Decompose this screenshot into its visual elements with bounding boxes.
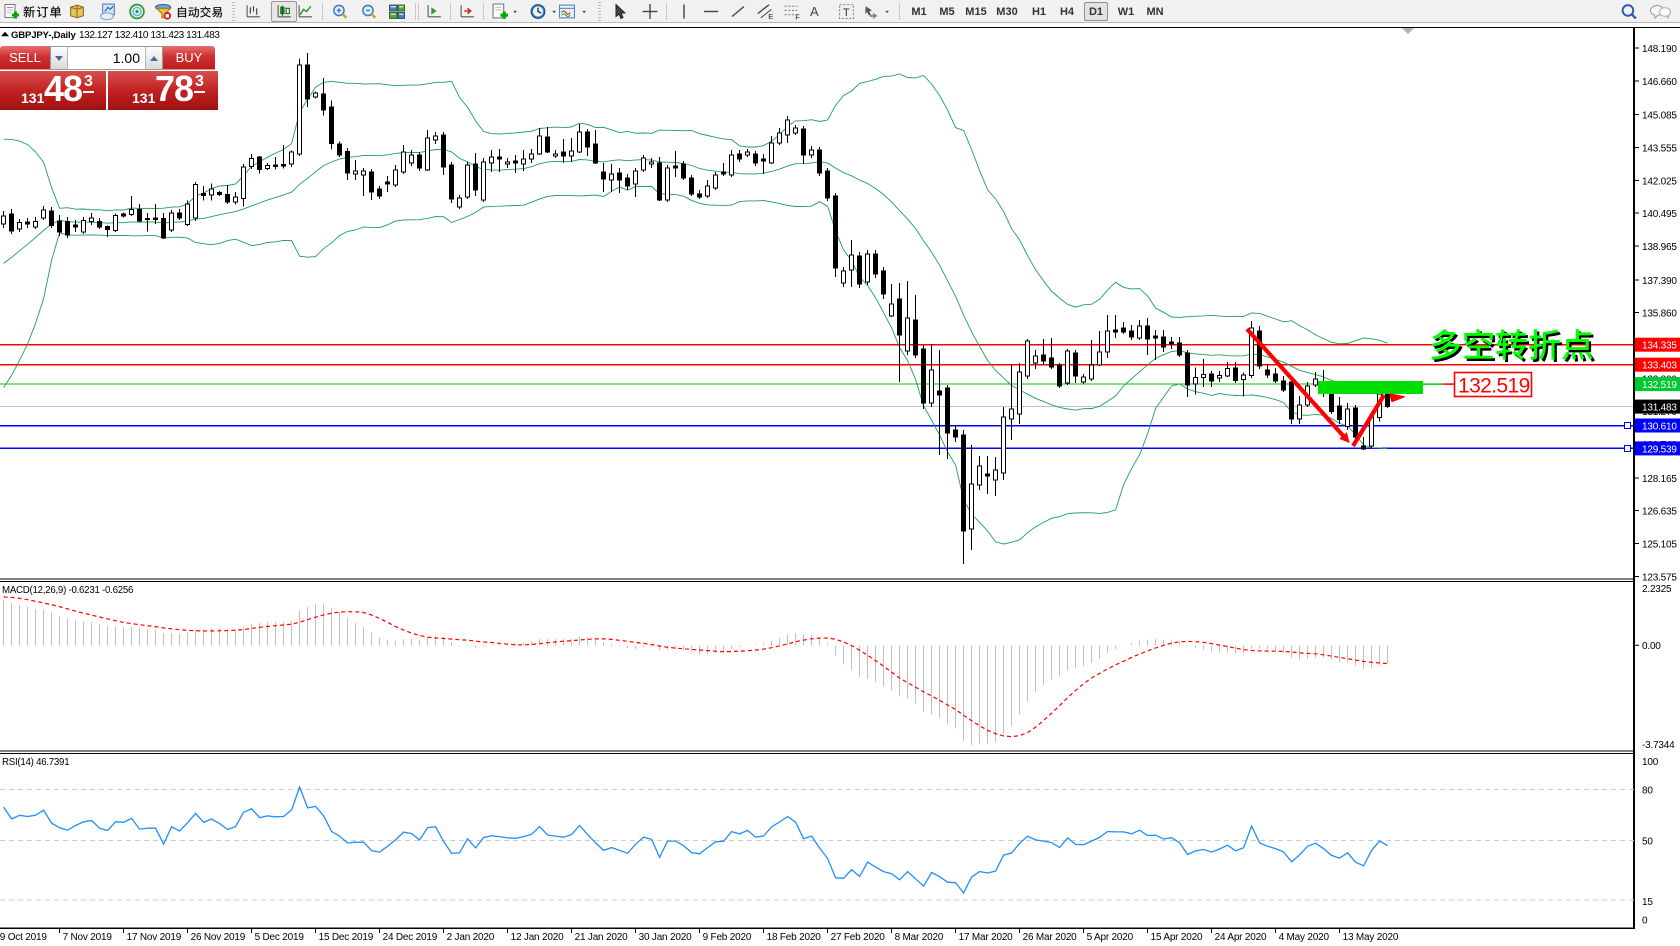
svg-text:135.860: 135.860 [1642,309,1677,320]
svg-text:26 Mar 2020: 26 Mar 2020 [1023,932,1078,943]
svg-text:132.519: 132.519 [1642,380,1677,391]
svg-text:-3.7344: -3.7344 [1642,740,1675,751]
svg-text:146.660: 146.660 [1642,77,1677,88]
svg-text:132.519: 132.519 [1458,375,1530,398]
svg-text:30 Jan 2020: 30 Jan 2020 [639,932,692,943]
svg-text:MACD(12,26,9) -0.6231 -0.6256: MACD(12,26,9) -0.6231 -0.6256 [2,585,133,596]
svg-text:13 May 2020: 13 May 2020 [1343,932,1399,943]
svg-text:138.965: 138.965 [1642,242,1677,253]
svg-text:17 Mar 2020: 17 Mar 2020 [959,932,1014,943]
svg-text:143.555: 143.555 [1642,144,1677,155]
svg-text:148.190: 148.190 [1642,44,1677,55]
svg-text:5 Dec 2019: 5 Dec 2019 [255,932,305,943]
svg-text:0: 0 [1642,916,1648,927]
svg-text:134.335: 134.335 [1642,341,1677,352]
svg-text:132.127 132.410 131.423 131.48: 132.127 132.410 131.423 131.483 [79,30,220,41]
svg-text:80: 80 [1642,786,1653,797]
svg-text:24 Dec 2019: 24 Dec 2019 [383,932,438,943]
svg-text:123.575: 123.575 [1642,572,1677,583]
svg-text:128.165: 128.165 [1642,474,1677,485]
svg-text:15 Apr 2020: 15 Apr 2020 [1151,932,1203,943]
svg-text:129.539: 129.539 [1642,444,1677,455]
svg-text:F: F [795,12,800,20]
svg-text:133.403: 133.403 [1642,361,1677,372]
svg-text:21 Jan 2020: 21 Jan 2020 [575,932,628,943]
svg-text:RSI(14) 46.7391: RSI(14) 46.7391 [2,757,69,768]
svg-text:15: 15 [1642,897,1653,908]
svg-text:126.635: 126.635 [1642,507,1677,518]
svg-text:12 Jan 2020: 12 Jan 2020 [511,932,564,943]
svg-text:100: 100 [1642,757,1659,768]
svg-text:24 Apr 2020: 24 Apr 2020 [1215,932,1267,943]
svg-text:130.610: 130.610 [1642,422,1677,433]
svg-text:27 Feb 2020: 27 Feb 2020 [831,932,886,943]
svg-text:140.495: 140.495 [1642,209,1677,220]
svg-text:18 Feb 2020: 18 Feb 2020 [767,932,822,943]
svg-text:142.025: 142.025 [1642,176,1677,187]
svg-text:15 Dec 2019: 15 Dec 2019 [319,932,374,943]
svg-text:8 Mar 2020: 8 Mar 2020 [895,932,944,943]
svg-text:145.085: 145.085 [1642,111,1677,122]
svg-text:E: E [768,12,773,20]
svg-text:137.390: 137.390 [1642,276,1677,287]
svg-text:2 Jan 2020: 2 Jan 2020 [447,932,495,943]
svg-text:17 Nov 2019: 17 Nov 2019 [127,932,182,943]
svg-text:125.105: 125.105 [1642,540,1677,551]
svg-text:4 May 2020: 4 May 2020 [1279,932,1330,943]
svg-text:50: 50 [1642,837,1653,848]
svg-text:131.483: 131.483 [1642,403,1677,414]
svg-text:26 Nov 2019: 26 Nov 2019 [191,932,246,943]
svg-text:T: T [843,7,850,19]
svg-text:0.00: 0.00 [1642,641,1661,652]
svg-text:2.2325: 2.2325 [1642,584,1672,595]
svg-text:7 Nov 2019: 7 Nov 2019 [63,932,113,943]
svg-text:GBPJPY-,Daily: GBPJPY-,Daily [11,30,76,41]
svg-text:5 Apr 2020: 5 Apr 2020 [1087,932,1134,943]
svg-text:9 Feb 2020: 9 Feb 2020 [703,932,752,943]
svg-text:29 Oct 2019: 29 Oct 2019 [0,932,47,943]
